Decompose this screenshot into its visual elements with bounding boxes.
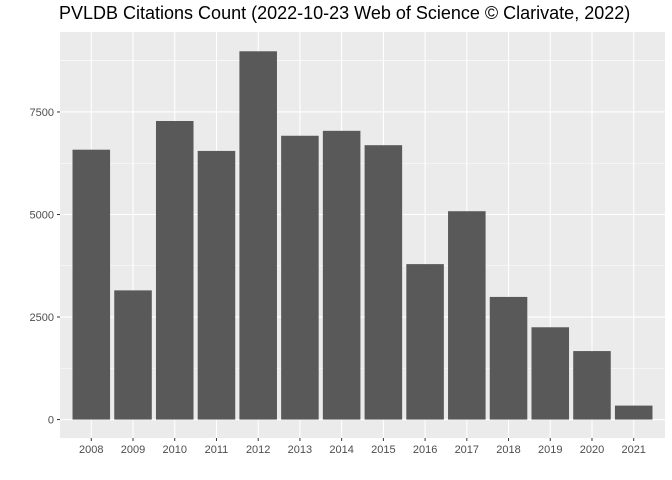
x-tick-label: 2008 (79, 444, 103, 456)
y-tick-label: 2500 (30, 312, 54, 324)
bar-2008 (72, 149, 111, 420)
bars (72, 51, 653, 420)
bar-2011 (197, 150, 236, 420)
x-tick-label: 2020 (580, 444, 604, 456)
x-tick-label: 2018 (496, 444, 520, 456)
x-tick-label: 2019 (538, 444, 562, 456)
bar-2009 (114, 290, 152, 420)
bar-2020 (573, 351, 611, 420)
chart-title: PVLDB Citations Count (2022-10-23 Web of… (59, 3, 631, 23)
bar-2016 (406, 264, 444, 420)
bar-2021 (614, 405, 653, 420)
bar-2013 (281, 135, 319, 420)
x-tick-label: 2010 (162, 444, 186, 456)
x-tick-label: 2016 (413, 444, 437, 456)
x-tick-label: 2009 (121, 444, 145, 456)
y-tick-label: 7500 (30, 107, 54, 119)
bar-2014 (322, 130, 361, 420)
x-tick-label: 2017 (455, 444, 479, 456)
axes: 0 2500 5000 7500 2008 2009 2010 2011 2012 2013 201… (30, 107, 646, 456)
y-tick-label: 5000 (30, 209, 54, 221)
y-tick-label: 0 (48, 415, 54, 427)
x-tick-label: 2014 (329, 444, 353, 456)
bar-2019 (531, 327, 570, 420)
x-tick-label: 2021 (621, 444, 645, 456)
bar-2017 (448, 211, 486, 420)
x-tick-label: 2011 (205, 444, 229, 456)
bar-2010 (155, 120, 194, 420)
bar-2012 (239, 51, 277, 420)
x-tick-label: 2015 (371, 444, 395, 456)
bar-2018 (489, 296, 528, 420)
bar-2015 (364, 145, 403, 420)
x-tick-label: 2013 (288, 444, 312, 456)
x-tick-label: 2012 (246, 444, 270, 456)
